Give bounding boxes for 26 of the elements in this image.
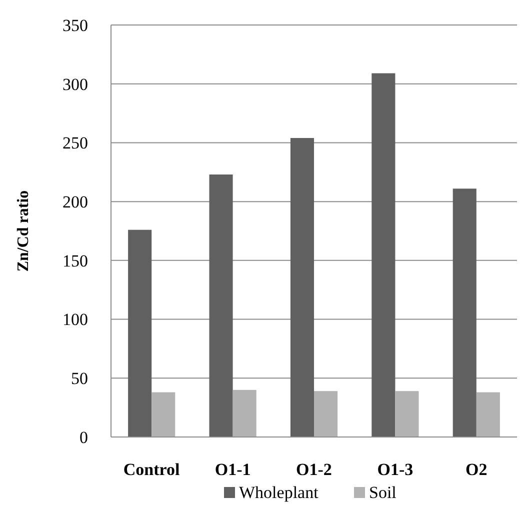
x-tick-label: O1-1	[214, 460, 251, 479]
y-tick-label: 50	[71, 369, 88, 388]
y-tick-label: 100	[62, 310, 88, 330]
x-tick-label: O1-2	[296, 460, 332, 479]
bar	[290, 138, 314, 437]
bar	[476, 392, 500, 437]
bar	[452, 188, 476, 437]
bar	[314, 391, 338, 437]
x-tick-label: O1-3	[377, 460, 414, 479]
y-axis-title: Zn/Cd ratio	[15, 190, 32, 272]
bar	[209, 174, 233, 437]
bar	[128, 230, 152, 437]
bar	[232, 390, 256, 437]
bar	[152, 392, 176, 437]
bar	[372, 73, 396, 437]
x-tick-label: Control	[123, 460, 180, 479]
y-tick-label: 350	[62, 16, 88, 35]
bar	[395, 391, 419, 437]
legend-label: Soil	[369, 483, 397, 502]
y-tick-label: 250	[62, 134, 88, 153]
legend-label: Wholeplant	[239, 483, 319, 502]
x-tick-label: O2	[466, 460, 488, 479]
y-tick-label: 150	[62, 251, 88, 270]
y-tick-label: 200	[62, 192, 88, 212]
y-tick-label: 0	[80, 428, 88, 447]
y-tick-label: 300	[62, 74, 88, 94]
